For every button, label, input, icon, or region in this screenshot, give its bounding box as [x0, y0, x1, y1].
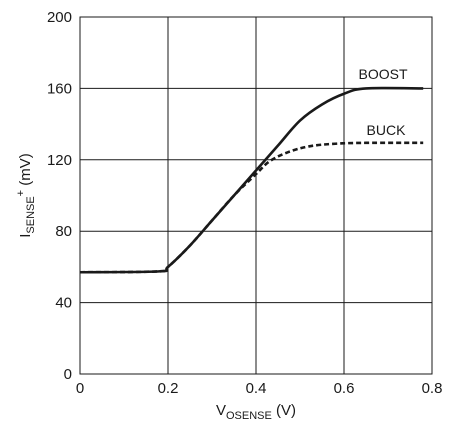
x-tick-label: 0.2 — [158, 380, 179, 397]
y-tick-label: 80 — [55, 223, 72, 240]
series-line-boost — [79, 86, 424, 274]
x-tick-label: 0.6 — [334, 380, 355, 397]
y-tick-label: 200 — [47, 9, 72, 26]
grid — [80, 17, 432, 374]
x-tick-label: 0 — [76, 380, 84, 397]
y-axis-label: ISENSE+ (mV) — [15, 153, 37, 238]
y-tick-label: 0 — [64, 366, 72, 383]
y-tick-label: 120 — [47, 152, 72, 169]
tick-labels: 0 0.2 0.4 0.6 0.8 0 40 80 120 160 200 — [47, 9, 442, 397]
y-tick-label: 160 — [47, 80, 72, 97]
series-layer — [79, 86, 424, 274]
x-tick-label: 0.4 — [246, 380, 267, 397]
series-label-buck: BUCK — [367, 122, 407, 138]
series-line-buck — [79, 141, 424, 274]
x-tick-label: 0.8 — [422, 380, 443, 397]
plot-frame — [79, 16, 433, 375]
y-tick-label: 40 — [55, 295, 72, 312]
x-axis-label: VOSENSE (V) — [216, 402, 296, 421]
series-label-boost: BOOST — [358, 66, 407, 82]
